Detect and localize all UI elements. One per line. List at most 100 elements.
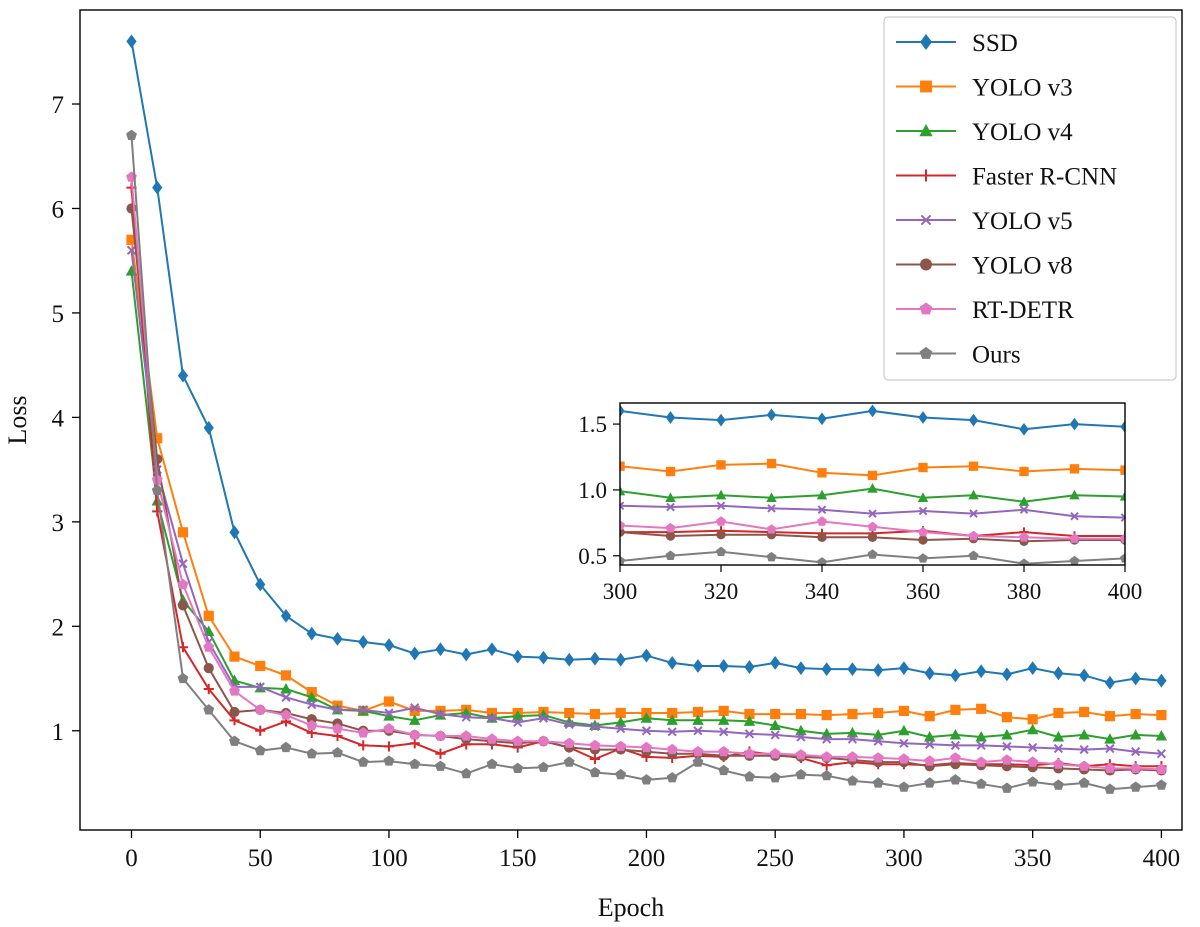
inset-data-point-ssd xyxy=(918,411,928,424)
inset-data-point-rt-detr xyxy=(968,530,979,541)
data-point-yolo-v4 xyxy=(769,719,781,731)
legend-entry-ssd: SSD xyxy=(896,30,1018,57)
inset-data-point-rt-detr xyxy=(620,520,625,530)
data-point-rt-detr xyxy=(744,748,755,759)
data-point-ssd xyxy=(358,635,369,649)
data-point-yolo-v3 xyxy=(383,696,395,707)
data-point-ours xyxy=(589,766,601,778)
data-point-ours xyxy=(126,129,137,140)
data-point-ssd xyxy=(976,664,987,679)
inset-data-point-yolo-v4 xyxy=(665,492,676,502)
y-axis-label: Loss xyxy=(3,395,32,444)
data-point-rt-detr xyxy=(795,749,807,760)
data-point-yolo-v3 xyxy=(1053,707,1064,719)
data-point-rt-detr xyxy=(177,578,189,590)
data-point-yolo-v4 xyxy=(640,712,653,723)
legend-swatch-marker xyxy=(920,80,932,93)
x-tick-label: 300 xyxy=(885,845,923,872)
data-point-yolo-v4 xyxy=(898,724,910,736)
legend-swatch-marker xyxy=(919,124,933,137)
inset-data-point-ssd xyxy=(716,413,726,427)
data-point-yolo-v3 xyxy=(667,707,678,719)
data-point-rt-detr xyxy=(1078,760,1090,771)
inset-data-point-yolo-v4 xyxy=(1018,496,1030,506)
data-point-faster-r-cnn xyxy=(589,753,601,765)
data-point-ours xyxy=(1001,782,1013,793)
data-point-yolo-v5 xyxy=(461,712,471,722)
data-point-yolo-v4 xyxy=(280,682,292,694)
inset-data-point-ours xyxy=(716,546,726,557)
data-point-ssd xyxy=(177,368,189,383)
inset-data-point-yolo-v8 xyxy=(665,531,676,541)
data-point-yolo-v5 xyxy=(1028,742,1038,753)
data-point-yolo-v3 xyxy=(692,706,704,718)
data-point-rt-detr xyxy=(203,641,215,652)
data-point-ours xyxy=(409,758,421,769)
inset-data-point-ours xyxy=(620,555,625,565)
inset-data-point-yolo-v5 xyxy=(868,509,877,518)
data-point-yolo-v4 xyxy=(409,714,421,725)
data-point-ours xyxy=(1078,777,1090,788)
data-point-ours xyxy=(538,761,549,772)
legend-swatch-marker xyxy=(919,302,933,315)
inset-data-point-yolo-v4 xyxy=(715,489,727,500)
inset-data-point-yolo-v3 xyxy=(968,461,979,471)
inset-data-point-rt-detr xyxy=(867,521,878,532)
data-point-yolo-v3 xyxy=(821,709,832,721)
data-point-yolo-v4 xyxy=(1129,728,1142,740)
data-point-yolo-v3 xyxy=(409,705,420,717)
y-tick-label: 6 xyxy=(52,196,65,223)
data-point-ours xyxy=(435,760,446,771)
inset-data-point-yolo-v3 xyxy=(817,468,827,478)
inset-plot-area: 300 320 340 360 380 400 0.5 1.0 1.5 xyxy=(578,402,1143,604)
data-point-yolo-v3 xyxy=(615,707,626,719)
data-point-yolo-v3 xyxy=(873,707,884,719)
inset-data-point-rt-detr xyxy=(766,524,777,534)
data-point-yolo-v8 xyxy=(203,662,214,674)
data-point-ssd xyxy=(924,666,935,681)
data-point-rt-detr xyxy=(512,735,524,746)
data-point-rt-detr xyxy=(924,755,936,766)
data-point-ours xyxy=(615,768,627,780)
y-tick-label: 2 xyxy=(52,614,65,641)
legend-label: SSD xyxy=(972,30,1018,57)
data-point-yolo-v4 xyxy=(537,709,550,720)
data-point-rt-detr xyxy=(1104,762,1116,773)
data-point-ssd xyxy=(1001,667,1013,682)
data-point-ssd xyxy=(280,608,292,623)
data-point-yolo-v3 xyxy=(924,711,935,722)
data-point-ssd xyxy=(435,642,446,657)
data-point-yolo-v5 xyxy=(1053,743,1064,754)
data-point-ours xyxy=(1027,776,1039,787)
inset-data-point-ours xyxy=(1120,553,1125,563)
inset-x-tick-label: 360 xyxy=(906,579,941,604)
data-point-yolo-v3 xyxy=(177,527,189,538)
data-point-rt-detr xyxy=(357,727,369,738)
data-point-ssd xyxy=(718,659,729,673)
inset-data-point-yolo-v3 xyxy=(918,462,928,473)
data-point-ours xyxy=(898,781,910,792)
data-point-yolo-v4 xyxy=(717,714,730,725)
data-point-ours xyxy=(151,484,163,496)
data-point-ours xyxy=(486,758,498,769)
data-point-yolo-v8 xyxy=(177,600,189,611)
data-point-yolo-v3 xyxy=(126,234,137,245)
data-point-ssd xyxy=(564,652,575,667)
data-point-ssd xyxy=(847,662,858,677)
data-point-ssd xyxy=(1104,675,1116,690)
legend-label: YOLO v5 xyxy=(972,208,1073,235)
inset-data-point-yolo-v4 xyxy=(766,492,777,502)
inset-data-point-yolo-v3 xyxy=(665,466,676,477)
data-point-rt-detr xyxy=(435,730,446,741)
inset-data-point-rt-detr xyxy=(716,516,726,526)
inset-data-point-ours xyxy=(817,557,827,565)
inset-x-tick-label: 400 xyxy=(1108,579,1143,604)
data-point-yolo-v4 xyxy=(1078,728,1090,740)
series-yolo-v4 xyxy=(125,265,1168,744)
inset-series-yolo-v4 xyxy=(620,483,1125,506)
data-point-ssd xyxy=(692,659,704,673)
data-point-yolo-v4 xyxy=(1155,729,1168,741)
data-point-ours xyxy=(203,704,215,715)
